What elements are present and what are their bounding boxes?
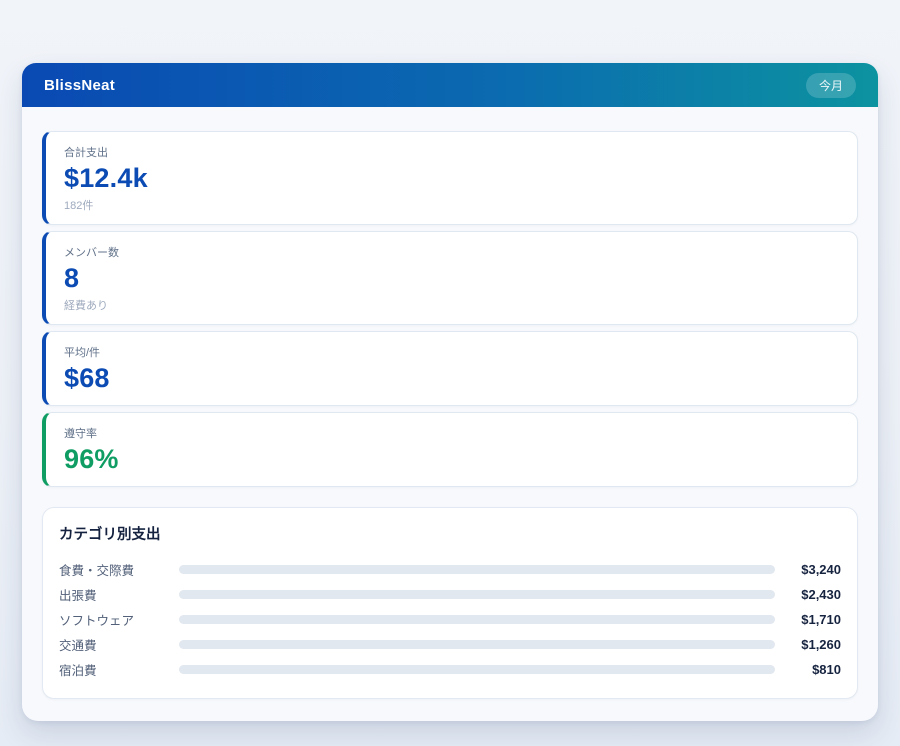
category-label: ソフトウェア: [59, 610, 179, 629]
bar-track: [179, 665, 775, 674]
stat-label: 遵守率: [64, 425, 839, 441]
stat-label: 平均/件: [64, 344, 839, 360]
stat-sub: 182件: [64, 197, 839, 213]
category-row: 食費・交際費 $3,240: [59, 557, 841, 582]
stat-value: $68: [64, 363, 839, 394]
bar-track: [179, 640, 775, 649]
bar-track: [179, 590, 775, 599]
category-row: ソフトウェア $1,710: [59, 607, 841, 632]
app-header: BlissNeat 今月: [22, 63, 878, 107]
stat-card-member-count: メンバー数 8 経費あり: [42, 231, 858, 325]
period-badge[interactable]: 今月: [806, 73, 856, 98]
category-label: 出張費: [59, 585, 179, 604]
stat-value: 96%: [64, 444, 839, 475]
stat-value: 8: [64, 263, 839, 294]
category-label: 食費・交際費: [59, 560, 179, 579]
stat-label: 合計支出: [64, 144, 839, 160]
category-label: 交通費: [59, 635, 179, 654]
category-amount: $3,240: [775, 562, 841, 577]
stat-card-compliance-rate: 遵守率 96%: [42, 412, 858, 487]
bar-track: [179, 565, 775, 574]
category-amount: $810: [775, 662, 841, 677]
category-breakdown-card: カテゴリ別支出 食費・交際費 $3,240 出張費 $2,430 ソフトウェア …: [42, 507, 858, 699]
stat-value: $12.4k: [64, 163, 839, 194]
category-label: 宿泊費: [59, 660, 179, 679]
category-row: 交通費 $1,260: [59, 632, 841, 657]
stat-label: メンバー数: [64, 244, 839, 260]
app-title: BlissNeat: [44, 77, 115, 94]
category-breakdown-title: カテゴリ別支出: [59, 523, 841, 544]
dashboard-panel: BlissNeat 今月 合計支出 $12.4k 182件 メンバー数 8 経費…: [22, 63, 878, 721]
stat-card-total-spend: 合計支出 $12.4k 182件: [42, 131, 858, 225]
category-row: 宿泊費 $810: [59, 657, 841, 682]
category-row: 出張費 $2,430: [59, 582, 841, 607]
stat-sub: 経費あり: [64, 297, 839, 313]
bar-track: [179, 615, 775, 624]
category-amount: $1,710: [775, 612, 841, 627]
dashboard-content: 合計支出 $12.4k 182件 メンバー数 8 経費あり 平均/件 $68 遵…: [22, 107, 878, 721]
category-amount: $1,260: [775, 637, 841, 652]
category-amount: $2,430: [775, 587, 841, 602]
stat-card-average-per-item: 平均/件 $68: [42, 331, 858, 406]
